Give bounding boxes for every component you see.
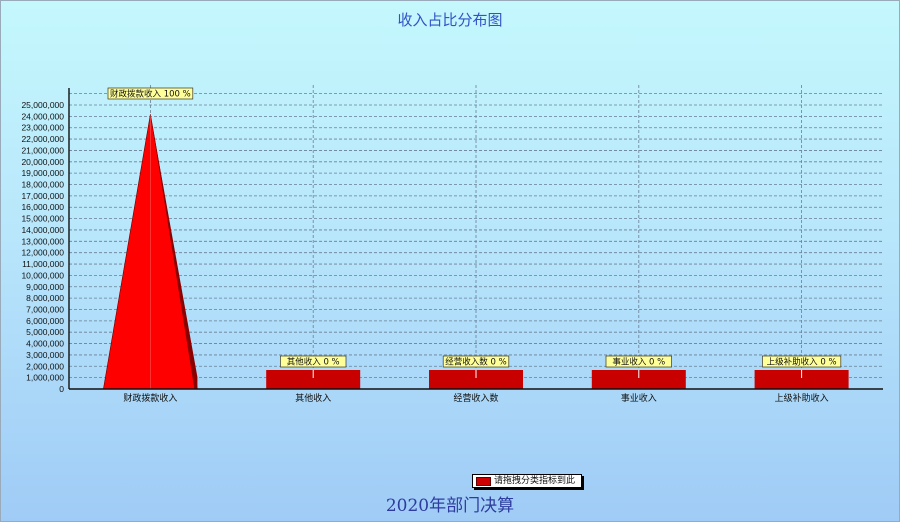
- data-label-box: [442, 355, 510, 368]
- x-tick-label: 事业收入: [621, 392, 657, 404]
- y-tick-label: 19,000,000: [21, 168, 64, 178]
- y-tick-label: 21,000,000: [21, 145, 64, 155]
- y-tick-label: 0: [59, 384, 64, 394]
- y-tick-label: 3,000,000: [26, 350, 64, 360]
- y-tick-label: 15,000,000: [21, 214, 64, 224]
- y-tick-label: 8,000,000: [26, 293, 64, 303]
- legend[interactable]: 请拖拽分类指标到此: [472, 474, 583, 488]
- y-tick-label: 10,000,000: [21, 270, 64, 280]
- y-tick-label: 17,000,000: [21, 191, 64, 201]
- y-tick-label: 7,000,000: [26, 304, 64, 314]
- data-label-box: [107, 87, 194, 100]
- footer-title: 2020年部门决算: [385, 496, 515, 516]
- chart-title: 收入占比分布图: [397, 11, 503, 29]
- x-tick-label: 其他收入: [295, 392, 331, 404]
- zero-bar[interactable]: [266, 370, 361, 389]
- data-label: 其他收入 0 %: [287, 357, 340, 368]
- data-label-box: [605, 355, 672, 368]
- x-tick-label: 经营收入数: [453, 392, 498, 404]
- y-tick-label: 16,000,000: [21, 202, 64, 212]
- y-tick-label: 22,000,000: [21, 134, 64, 144]
- y-tick-label: 18,000,000: [21, 180, 64, 190]
- y-tick-label: 13,000,000: [21, 236, 64, 246]
- data-label: 事业收入 0 %: [612, 357, 665, 368]
- y-tick-label: 14,000,000: [21, 225, 64, 235]
- data-label-box: [762, 355, 842, 368]
- y-tick-label: 2,000,000: [26, 361, 64, 371]
- y-tick-label: 25,000,000: [21, 100, 64, 110]
- y-tick-label: 5,000,000: [26, 327, 64, 337]
- data-label: 经营收入数 0 %: [445, 357, 506, 368]
- y-tick-label: 24,000,000: [21, 111, 64, 121]
- y-tick-label: 20,000,000: [21, 157, 64, 167]
- y-tick-label: 9,000,000: [26, 282, 64, 292]
- legend-swatch-icon: [476, 476, 491, 486]
- y-tick-label: 1,000,000: [26, 373, 64, 383]
- legend-label: 请拖拽分类指标到此: [494, 476, 576, 486]
- y-tick-label: 6,000,000: [26, 316, 64, 326]
- zero-bar[interactable]: [591, 370, 686, 389]
- y-tick-label: 23,000,000: [21, 123, 64, 133]
- peak-bar-shade: [150, 114, 198, 389]
- data-label: 财政拨款收入 100 %: [110, 89, 191, 100]
- data-label-box: [280, 355, 347, 368]
- x-tick-label: 上级补助收入: [775, 392, 829, 404]
- zero-bar[interactable]: [754, 370, 849, 389]
- y-tick-label: 11,000,000: [22, 259, 64, 269]
- zero-bar[interactable]: [429, 370, 523, 389]
- data-label: 上级补助收入 0 %: [767, 357, 837, 368]
- y-tick-label: 4,000,000: [26, 339, 64, 349]
- y-tick-label: 12,000,000: [21, 248, 64, 258]
- x-tick-label: 财政拨款收入: [123, 392, 177, 404]
